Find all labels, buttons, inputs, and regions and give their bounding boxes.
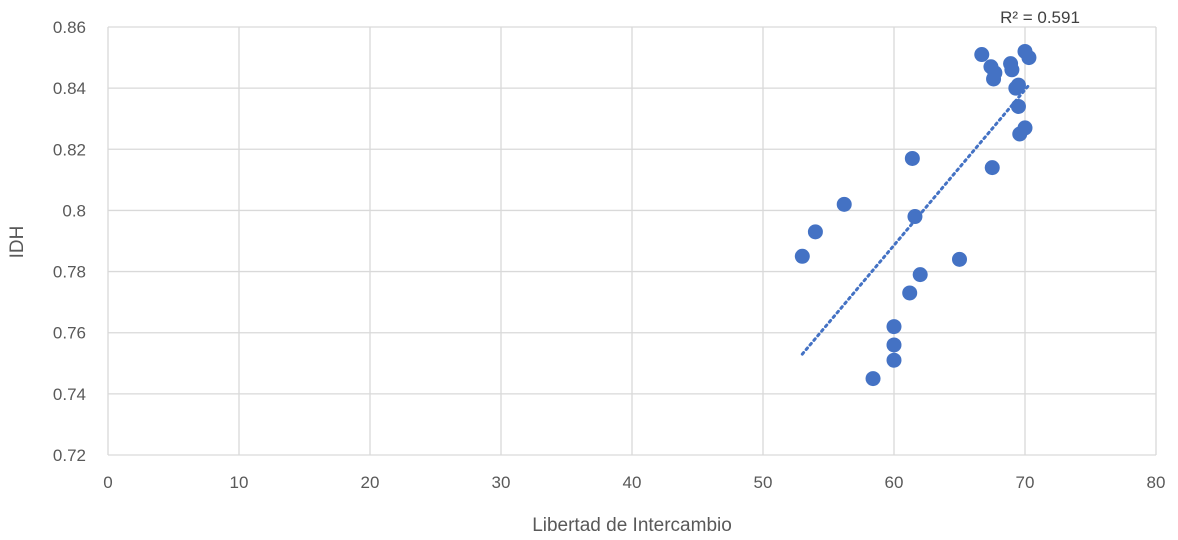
data-point xyxy=(1004,62,1019,77)
gridlines xyxy=(108,27,1156,455)
x-tick-label: 0 xyxy=(103,473,112,492)
y-tick-label: 0.84 xyxy=(53,79,86,98)
data-point xyxy=(987,65,1002,80)
y-axis-title: IDH xyxy=(7,226,28,259)
y-tick-label: 0.72 xyxy=(53,446,86,465)
y-axis-tick-labels: 0.72 0.74 0.76 0.78 0.8 0.82 0.84 0.86 xyxy=(53,18,86,465)
y-tick-label: 0.82 xyxy=(53,140,86,159)
data-point xyxy=(1021,50,1036,65)
data-point xyxy=(1011,99,1026,114)
data-points xyxy=(795,44,1037,386)
x-axis-title: Libertad de Intercambio xyxy=(532,515,732,536)
data-point xyxy=(1018,120,1033,135)
data-point xyxy=(795,249,810,264)
r-squared-label: R² = 0.591 xyxy=(1000,8,1080,27)
data-point xyxy=(902,285,917,300)
x-axis-tick-labels: 0 10 20 30 40 50 60 70 80 xyxy=(103,473,1165,492)
x-tick-label: 40 xyxy=(623,473,642,492)
y-tick-label: 0.86 xyxy=(53,18,86,37)
y-tick-label: 0.76 xyxy=(53,324,86,343)
data-point xyxy=(907,209,922,224)
data-point xyxy=(974,47,989,62)
data-point xyxy=(985,160,1000,175)
data-point xyxy=(866,371,881,386)
data-point xyxy=(1011,78,1026,93)
x-tick-label: 20 xyxy=(361,473,380,492)
x-tick-label: 60 xyxy=(885,473,904,492)
x-tick-label: 30 xyxy=(492,473,511,492)
data-point xyxy=(887,353,902,368)
x-tick-label: 70 xyxy=(1016,473,1035,492)
x-tick-label: 50 xyxy=(754,473,773,492)
data-point xyxy=(887,319,902,334)
x-tick-label: 10 xyxy=(230,473,249,492)
data-point xyxy=(837,197,852,212)
data-point xyxy=(952,252,967,267)
data-point xyxy=(913,267,928,282)
data-point xyxy=(887,337,902,352)
x-tick-label: 80 xyxy=(1147,473,1166,492)
y-tick-label: 0.78 xyxy=(53,263,86,282)
data-point xyxy=(905,151,920,166)
y-tick-label: 0.8 xyxy=(62,201,86,220)
y-tick-label: 0.74 xyxy=(53,385,86,404)
data-point xyxy=(808,224,823,239)
